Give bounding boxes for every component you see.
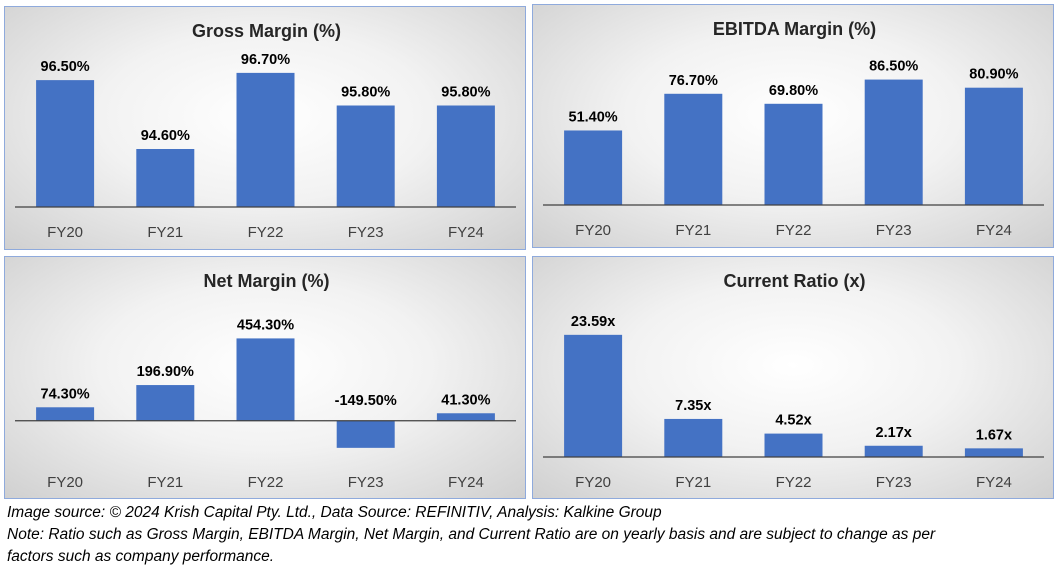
ebitda-margin-chart: EBITDA Margin (%) 51.40% FY20 76.70% FY21 69.… [532,4,1054,248]
disclaimer-note-line2: factors such as company performance. [7,548,275,565]
net-margin-data-label-fy20: 74.30% [41,386,90,402]
net-margin-tick-fy20: FY20 [47,474,83,491]
ebitda-margin-data-label-fy21: 76.70% [669,73,718,89]
gross-margin-tick-fy22: FY22 [248,224,284,241]
current-ratio-bar-fy22 [764,433,823,457]
current-ratio-bar-fy23 [864,445,923,457]
gross-margin-tick-fy20: FY20 [47,224,83,241]
net-margin-tick-fy23: FY23 [348,474,384,491]
net-margin-bar-fy20 [36,407,95,421]
current-ratio-data-label-fy23: 2.17x [876,425,912,441]
ebitda-margin-data-label-fy22: 69.80% [769,83,818,99]
ebitda-margin-data-label-fy23: 86.50% [869,59,918,75]
source-note: Image source: © 2024 Krish Capital Pty. … [7,504,662,521]
net-margin-tick-fy21: FY21 [147,474,183,491]
gross-margin-data-label-fy23: 95.80% [341,85,390,101]
net-margin-data-label-fy24: 41.30% [441,392,490,408]
ebitda-margin-bar-fy24 [964,87,1023,205]
ebitda-margin-bar-fy23 [864,79,923,205]
ebitda-margin-tick-fy23: FY23 [876,222,912,239]
net-margin-chart: Net Margin (%) 74.30% FY20 196.90% FY21 454.3… [4,256,526,499]
current-ratio-tick-fy24: FY24 [976,474,1012,491]
net-margin-bar-fy22 [236,338,295,421]
current-ratio-bar-fy20 [564,334,623,457]
current-ratio-data-label-fy20: 23.59x [571,314,615,330]
net-margin-data-label-fy21: 196.90% [137,364,194,380]
gross-margin-tick-fy23: FY23 [348,224,384,241]
current-ratio-data-label-fy24: 1.67x [976,427,1012,443]
current-ratio-chart: Current Ratio (x) 23.59x FY20 7.35x FY21 4.52… [532,256,1054,499]
gross-margin-title: Gross Margin (%) [192,21,341,41]
gross-margin-bar-fy24 [436,105,495,207]
gross-margin-tick-fy21: FY21 [147,224,183,241]
current-ratio-tick-fy21: FY21 [675,474,711,491]
disclaimer-note-line1: Note: Ratio such as Gross Margin, EBITDA… [7,526,936,543]
ebitda-margin-tick-fy21: FY21 [675,222,711,239]
gross-margin-bar-fy22 [236,72,295,207]
net-margin-tick-fy24: FY24 [448,474,484,491]
gross-margin-data-label-fy20: 96.50% [41,59,90,75]
net-margin-bar-fy23 [336,420,395,448]
net-margin-tick-fy22: FY22 [248,474,284,491]
ebitda-margin-bar-fy22 [764,103,823,205]
gross-margin-data-label-fy22: 96.70% [241,52,290,68]
ebitda-margin-svg: EBITDA Margin (%) 51.40% FY20 76.70% FY21 69.… [543,19,1044,239]
ebitda-margin-tick-fy20: FY20 [575,222,611,239]
net-margin-svg: Net Margin (%) 74.30% FY20 196.90% FY21 454.3… [15,271,516,491]
current-ratio-data-label-fy21: 7.35x [675,398,711,414]
current-ratio-tick-fy22: FY22 [776,474,812,491]
current-ratio-title: Current Ratio (x) [723,271,865,291]
ebitda-margin-data-label-fy20: 51.40% [569,109,618,125]
gross-margin-data-label-fy21: 94.60% [141,128,190,144]
gross-margin-bar-fy21 [136,149,195,207]
gross-margin-bar-fy20 [36,80,95,207]
current-ratio-tick-fy20: FY20 [575,474,611,491]
ebitda-margin-tick-fy22: FY22 [776,222,812,239]
gross-margin-tick-fy24: FY24 [448,224,484,241]
gross-margin-chart: Gross Margin (%) 96.50% FY20 94.60% FY21 96.7… [4,6,526,250]
net-margin-data-label-fy23: -149.50% [335,393,397,409]
gross-margin-svg: Gross Margin (%) 96.50% FY20 94.60% FY21 96.7… [15,21,516,241]
net-margin-data-label-fy22: 454.30% [237,317,294,333]
current-ratio-tick-fy23: FY23 [876,474,912,491]
ebitda-margin-bar-fy21 [664,93,723,205]
ebitda-margin-tick-fy24: FY24 [976,222,1012,239]
chart-footer: Image source: © 2024 Krish Capital Pty. … [7,502,1047,568]
ebitda-margin-title: EBITDA Margin (%) [713,19,876,39]
current-ratio-svg: Current Ratio (x) 23.59x FY20 7.35x FY21 4.52… [543,271,1044,491]
net-margin-bar-fy21 [136,385,195,421]
gross-margin-bar-fy23 [336,105,395,207]
ebitda-margin-bar-fy20 [564,130,623,205]
current-ratio-bar-fy21 [664,418,723,457]
net-margin-bar-fy24 [436,413,495,421]
current-ratio-bar-fy24 [964,448,1023,457]
net-margin-title: Net Margin (%) [204,271,330,291]
current-ratio-data-label-fy22: 4.52x [775,413,811,429]
gross-margin-data-label-fy24: 95.80% [441,85,490,101]
ebitda-margin-data-label-fy24: 80.90% [969,67,1018,83]
